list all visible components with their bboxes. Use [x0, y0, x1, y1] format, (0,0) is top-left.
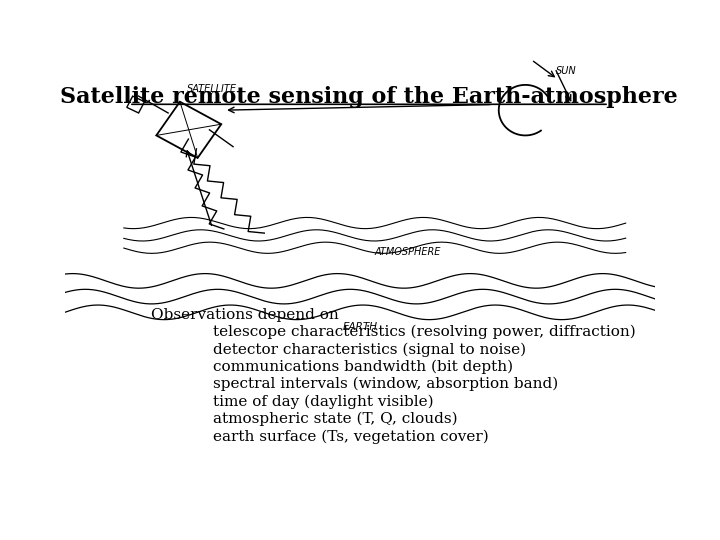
Text: time of day (daylight visible): time of day (daylight visible): [213, 395, 433, 409]
Text: Satellite remote sensing of the Earth-atmosphere: Satellite remote sensing of the Earth-at…: [60, 85, 678, 107]
Text: Observations depend on: Observations depend on: [151, 308, 339, 322]
Text: ATMOSPHERE: ATMOSPHERE: [374, 247, 441, 257]
Text: EARTH: EARTH: [343, 322, 377, 332]
Text: SUN: SUN: [557, 66, 577, 76]
Text: SATELLITE: SATELLITE: [187, 84, 238, 94]
Text: atmospheric state (T, Q, clouds): atmospheric state (T, Q, clouds): [213, 412, 457, 427]
Text: communications bandwidth (bit depth): communications bandwidth (bit depth): [213, 360, 513, 374]
Text: spectral intervals (window, absorption band): spectral intervals (window, absorption b…: [213, 377, 558, 392]
Text: detector characteristics (signal to noise): detector characteristics (signal to nois…: [213, 342, 526, 356]
Text: telescope characteristics (resolving power, diffraction): telescope characteristics (resolving pow…: [213, 325, 636, 339]
Text: earth surface (Ts, vegetation cover): earth surface (Ts, vegetation cover): [213, 429, 488, 444]
